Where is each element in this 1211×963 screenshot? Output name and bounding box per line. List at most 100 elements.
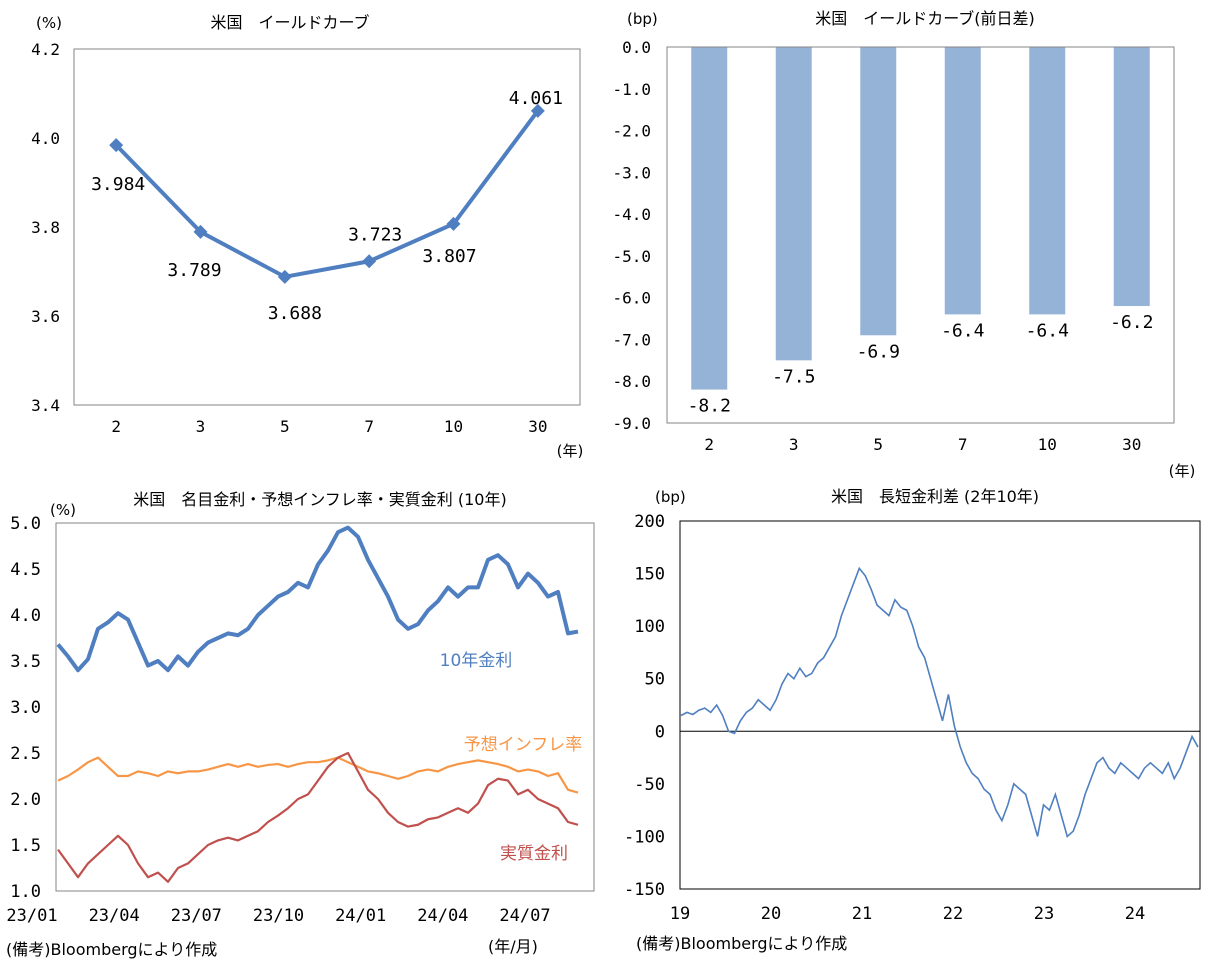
chart-3-ytick-label: 2.5	[10, 744, 41, 764]
chart-2-xtick-label: 2	[704, 435, 714, 454]
yield-change-chart: (bp) 米国 イールドカーブ(前日差) 0.0 -1.0 -2.0 -3.0 -4.0…	[612, 9, 1195, 480]
chart-2-ylabel: (bp)	[627, 10, 658, 28]
chart-1-ytick-label: 4.0	[31, 129, 60, 148]
chart-3-xtick-label: 24/04	[417, 906, 468, 926]
chart-4-title: 米国 長短金利差 (2年10年)	[831, 487, 1039, 506]
chart-1-point	[277, 269, 292, 284]
chart-1-data-label: 3.789	[167, 260, 221, 281]
chart-2-xtick-label: 30	[1122, 435, 1141, 454]
chart-1-point	[109, 138, 124, 153]
chart-1-data-label: 3.984	[91, 174, 145, 195]
series-label-10y-rate: 10年金利	[440, 651, 513, 671]
chart-2-data-label: -6.4	[941, 320, 984, 341]
chart-2-bar	[1113, 47, 1150, 307]
chart-4-ytick-label: -150	[624, 880, 665, 900]
chart-3-source-note: (備考)Bloombergにより作成	[6, 940, 218, 959]
chart-2-ytick-label: -3.0	[612, 163, 651, 182]
chart-3-xtick-label: 24/01	[335, 906, 386, 926]
chart-1-plot-frame	[73, 48, 581, 406]
chart-4-xtick-label: 24	[1125, 904, 1145, 924]
chart-4-ytick-label: 0	[655, 722, 665, 742]
chart-2-plot-frame	[666, 46, 1175, 424]
chart-1-xtick-label: 2	[111, 417, 121, 436]
chart-2-ytick-label: -5.0	[612, 247, 651, 266]
chart-1-point	[362, 254, 377, 269]
chart-1-ylabel: (%)	[36, 14, 62, 32]
chart-3-ytick-label: 5.0	[10, 514, 41, 534]
chart-3-title: 米国 名目金利・予想インフレ率・実質金利 (10年)	[133, 490, 506, 509]
chart-2-ytick-label: -4.0	[612, 205, 651, 224]
spread-chart: (bp) 米国 長短金利差 (2年10年) 200 150 100 50 0 -50 -10…	[624, 487, 1201, 924]
chart-1-xtick-label: 10	[444, 417, 463, 436]
chart-1-xtick-label: 5	[280, 417, 290, 436]
chart-1-data-label: 3.688	[268, 303, 322, 324]
chart-2-data-label: -6.4	[1026, 320, 1069, 341]
chart-2-xtick-label: 5	[873, 435, 883, 454]
chart-1-xlabel: (年)	[557, 442, 584, 460]
chart-2-data-label: -6.2	[1110, 312, 1153, 333]
chart-3-ytick-label: 3.0	[10, 698, 41, 718]
chart-2-ytick-label: -2.0	[612, 122, 651, 141]
chart-2-data-label: -6.9	[857, 341, 900, 362]
chart-3-ytick-label: 1.5	[10, 836, 41, 856]
chart-3-ytick-label: 3.5	[10, 652, 41, 672]
chart-2-xtick-label: 3	[789, 435, 799, 454]
chart-3-ylabel: (%)	[50, 501, 76, 519]
chart-2-ytick-label: -8.0	[612, 372, 651, 391]
chart-1-data-label: 3.807	[422, 246, 476, 267]
series-label-real-rate: 実質金利	[500, 844, 568, 864]
chart-1-ytick-label: 3.6	[31, 307, 60, 326]
chart-1-data-label: 4.061	[509, 88, 563, 109]
rates-chart: (%) 米国 名目金利・予想インフレ率・実質金利 (10年) 1.0 1.5 2.0…	[6, 490, 595, 956]
chart-2-data-label: -8.2	[688, 396, 731, 417]
chart-2-bar	[860, 47, 897, 336]
chart-2-ytick-label: -6.0	[612, 289, 651, 308]
chart-2-xtick-label: 7	[958, 435, 968, 454]
chart-1-series-line	[114, 109, 540, 279]
chart-2-ytick-label: -1.0	[612, 80, 651, 99]
chart-4-ytick-label: 50	[645, 670, 665, 690]
chart-4-xtick-label: 22	[943, 904, 963, 924]
chart-3-xtick-label: 23/01	[6, 906, 57, 926]
chart-3-ytick-label: 2.0	[10, 790, 41, 810]
chart-3-ytick-label: 4.5	[10, 560, 41, 580]
chart-4-xtick-label: 21	[852, 904, 872, 924]
chart-3-ytick-label: 4.0	[10, 606, 41, 626]
chart-4-xtick-label: 19	[670, 904, 690, 924]
chart-4-plot-frame	[679, 520, 1201, 890]
chart-2-title: 米国 イールドカーブ(前日差)	[815, 9, 1035, 28]
chart-2-bar	[775, 47, 812, 361]
chart-1-ytick-label: 3.4	[31, 396, 60, 415]
chart-3-series-line	[57, 751, 579, 883]
chart-1-ytick-label: 4.2	[31, 40, 60, 59]
chart-2-ytick-label: 0.0	[622, 38, 651, 57]
series-label-expected-inflation: 予想インフレ率	[464, 735, 583, 755]
chart-1-ytick-label: 3.8	[31, 218, 60, 237]
chart-4-ytick-label: 150	[634, 565, 665, 585]
chart-4-xtick-label: 20	[761, 904, 781, 924]
chart-4-ytick-label: 200	[634, 512, 665, 532]
chart-4-ytick-label: 100	[634, 617, 665, 637]
chart-4-xtick-label: 23	[1034, 904, 1054, 924]
chart-3-series-line	[56, 525, 579, 673]
chart-2-ytick-label: -9.0	[612, 414, 651, 433]
spread-series-line	[680, 566, 1199, 838]
chart-4-ytick-label: -100	[624, 827, 665, 847]
chart-1-xtick-label: 3	[196, 417, 206, 436]
chart-3-ytick-label: 1.0	[10, 882, 41, 902]
chart-2-ytick-label: -7.0	[612, 330, 651, 349]
chart-2-bar	[1029, 47, 1066, 315]
chart-2-bar	[944, 47, 981, 315]
chart-3-plot-frame	[55, 522, 595, 892]
chart-2-bar	[691, 47, 728, 390]
chart-3-xtick-label: 23/07	[171, 906, 222, 926]
chart-1-title: 米国 イールドカーブ	[210, 13, 369, 32]
chart-1-point	[530, 103, 545, 118]
yield-curve-chart: (%) 米国 イールドカーブ 3.43.63.84.04.2 2 3 5 7 10 30 …	[31, 13, 584, 460]
chart-4-source-note: (備考)Bloombergにより作成	[636, 934, 848, 953]
chart-4-ylabel: (bp)	[655, 488, 686, 506]
chart-2-data-label: -7.5	[772, 366, 815, 387]
chart-4-ytick-label: -50	[634, 775, 665, 795]
chart-3-xtick-label: 24/07	[499, 906, 550, 926]
chart-3-xtick-label: 23/04	[89, 906, 140, 926]
